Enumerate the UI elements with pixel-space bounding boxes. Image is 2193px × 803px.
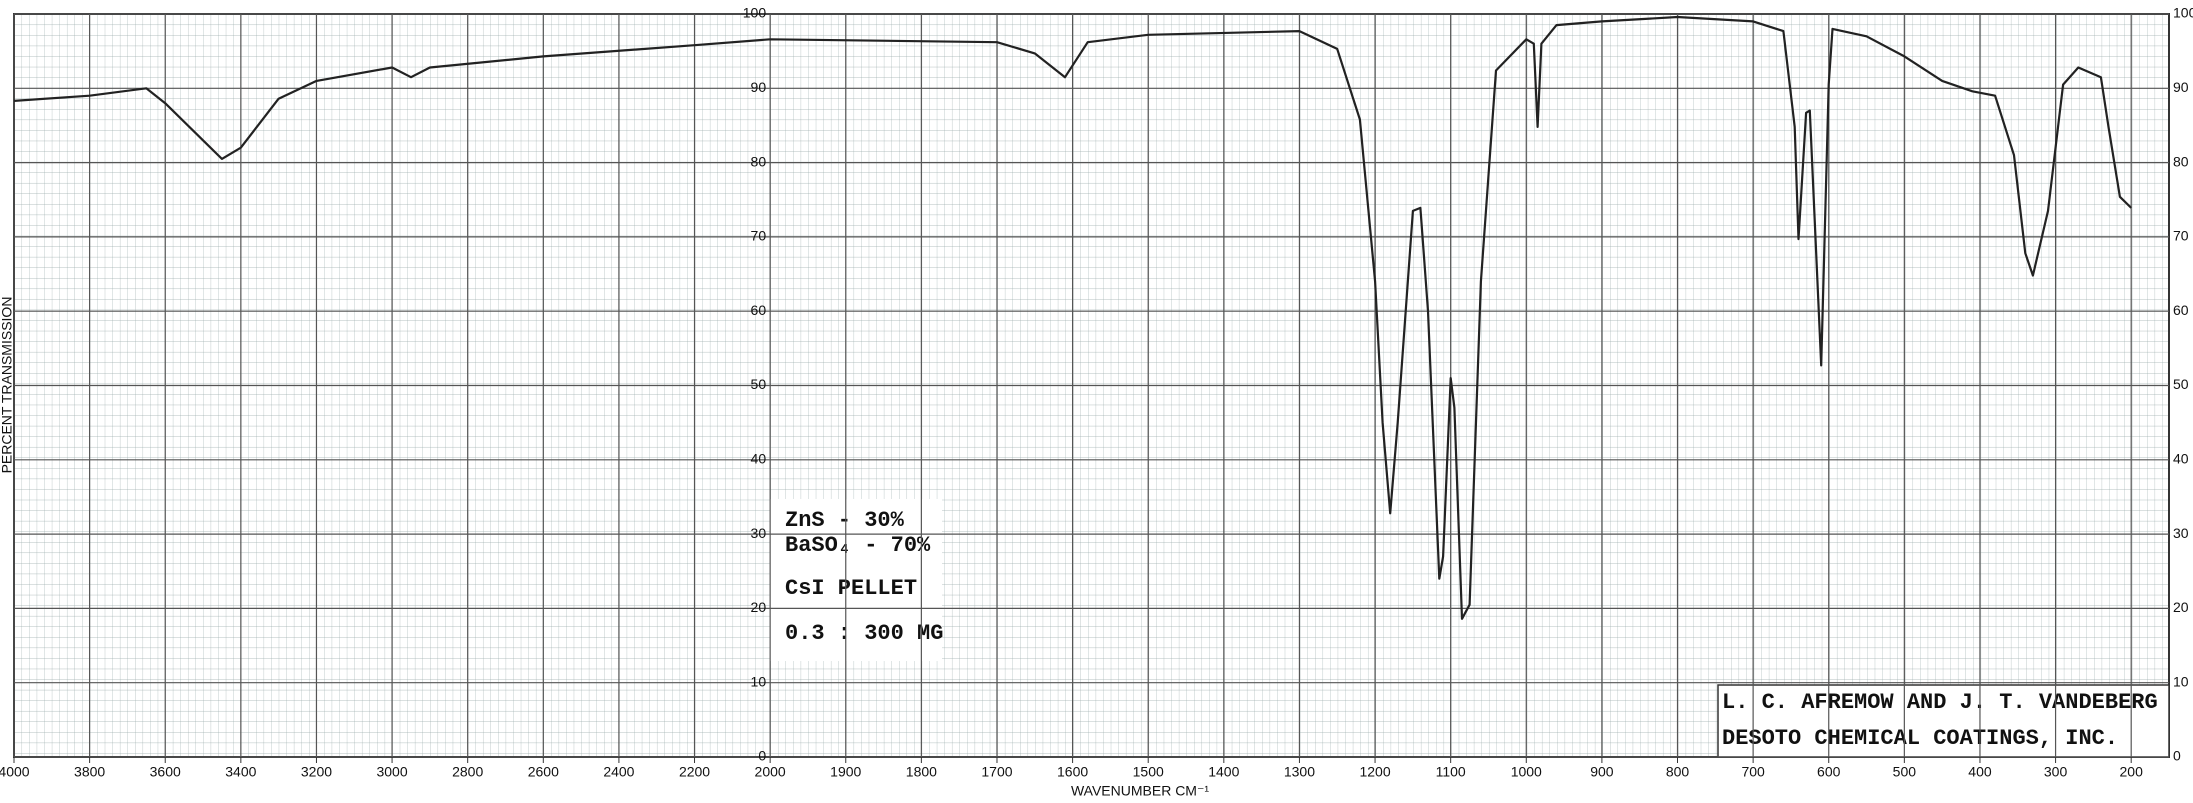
x-tick-label: 1500 [1133,764,1164,780]
x-tick-label: 400 [1968,764,1992,780]
x-tick-label: 2200 [679,764,710,780]
sample-box [770,499,942,661]
credit-box [1717,684,2170,758]
annotation: L. C. AFREMOW AND J. T. VANDEBERG [1722,690,2158,715]
y-tick-label: 0 [758,748,766,764]
y-tick-label: 30 [2173,525,2189,541]
y-tick-label: 70 [751,228,767,244]
x-tick-label: 1600 [1057,764,1088,780]
x-axis-label: WAVENUMBER CM⁻¹ [1071,783,1209,799]
annotation: ZnS - 30% [785,508,905,533]
y-tick-label: 10 [2173,673,2189,689]
y-tick-label: 10 [751,673,767,689]
x-tick-label: 3600 [150,764,181,780]
x-tick-label: 900 [1590,764,1614,780]
x-tick-label: 3800 [74,764,105,780]
y-tick-label: 100 [2173,5,2193,21]
x-tick-label: 3200 [301,764,332,780]
annotation: 0.3 : 300 MG [785,621,943,646]
y-tick-label: 20 [751,599,767,615]
y-tick-label: 90 [2173,79,2189,95]
x-tick-label: 2600 [528,764,559,780]
x-tick-label: 3000 [376,764,407,780]
y-tick-label: 60 [751,302,767,318]
y-tick-label: 90 [751,79,767,95]
x-tick-label: 500 [1893,764,1917,780]
y-tick-label: 80 [751,153,767,169]
x-tick-label: 200 [2120,764,2144,780]
x-tick-label: 3400 [225,764,256,780]
x-tick-label: 1100 [1436,764,1466,780]
y-tick-label: 80 [2173,153,2189,169]
annotation: CsI PELLET [785,576,917,601]
y-tick-label: 40 [2173,451,2189,467]
y-tick-label: 0 [2173,748,2181,764]
annotation: BaSO₄ - 70% [785,533,931,558]
x-tick-label: 2000 [755,764,786,780]
x-tick-label: 800 [1666,764,1690,780]
x-tick-label: 2400 [603,764,634,780]
x-tick-label: 300 [2044,764,2068,780]
x-tick-label: 700 [1741,764,1765,780]
y-axis-label: PERCENT TRANSMISSION [0,297,15,474]
y-tick-label: 100 [743,5,767,21]
x-tick-label: 4000 [0,764,30,780]
x-tick-label: 1900 [830,764,861,780]
y-tick-label: 50 [2173,376,2189,392]
x-tick-label: 1700 [981,764,1012,780]
x-tick-label: 1200 [1359,764,1390,780]
spectrum-line [13,15,2132,620]
x-tick-label: 1400 [1208,764,1239,780]
x-tick-label: 1000 [1511,764,1542,780]
x-tick-label: 2800 [452,764,483,780]
annotation: DESOTO CHEMICAL COATINGS, INC. [1722,726,2118,751]
y-tick-label: 40 [751,451,767,467]
y-tick-label: 30 [751,525,767,541]
x-tick-label: 1300 [1284,764,1315,780]
y-tick-label: 20 [2173,599,2189,615]
y-tick-label: 50 [751,376,767,392]
x-tick-label: 600 [1817,764,1841,780]
y-tick-label: 60 [2173,302,2189,318]
y-tick-label: 70 [2173,228,2189,244]
x-tick-label: 1800 [906,764,937,780]
